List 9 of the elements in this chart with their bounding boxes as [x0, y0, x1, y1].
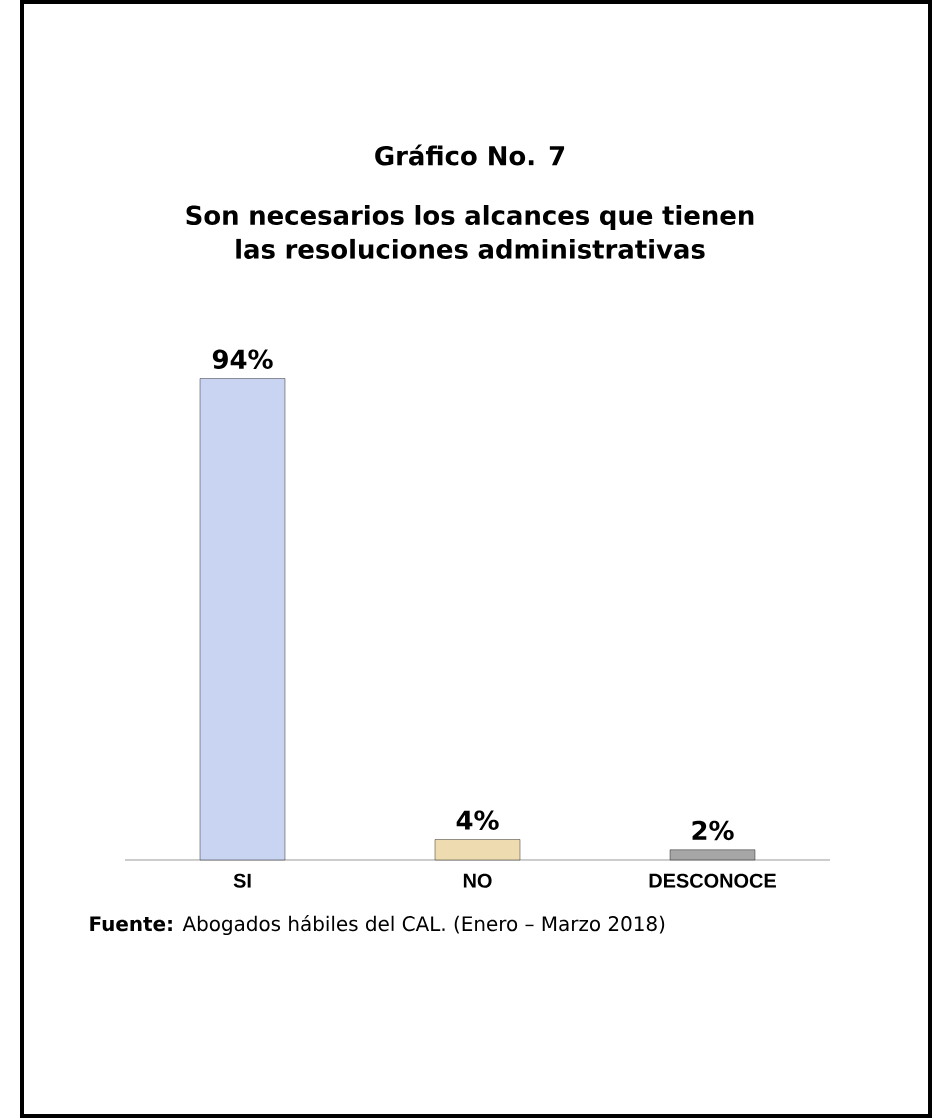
x-tick-label: DESCONOCE	[649, 873, 776, 888]
data-label: 94%	[212, 349, 273, 369]
x-tick-label: SI	[233, 873, 251, 888]
chart-subtitle: Son necesarios los alcances que tienen las resoluciones administrativas	[186, 205, 754, 259]
data-label: 4%	[456, 810, 499, 830]
x-tick-label: NO	[463, 873, 492, 888]
chart-title: Gráfico No. 7	[375, 144, 565, 166]
data-label: 2%	[692, 820, 734, 841]
text: Fuente: Abogados hábiles del CAL. (Enero – Marzo 2018)	[90, 914, 665, 936]
